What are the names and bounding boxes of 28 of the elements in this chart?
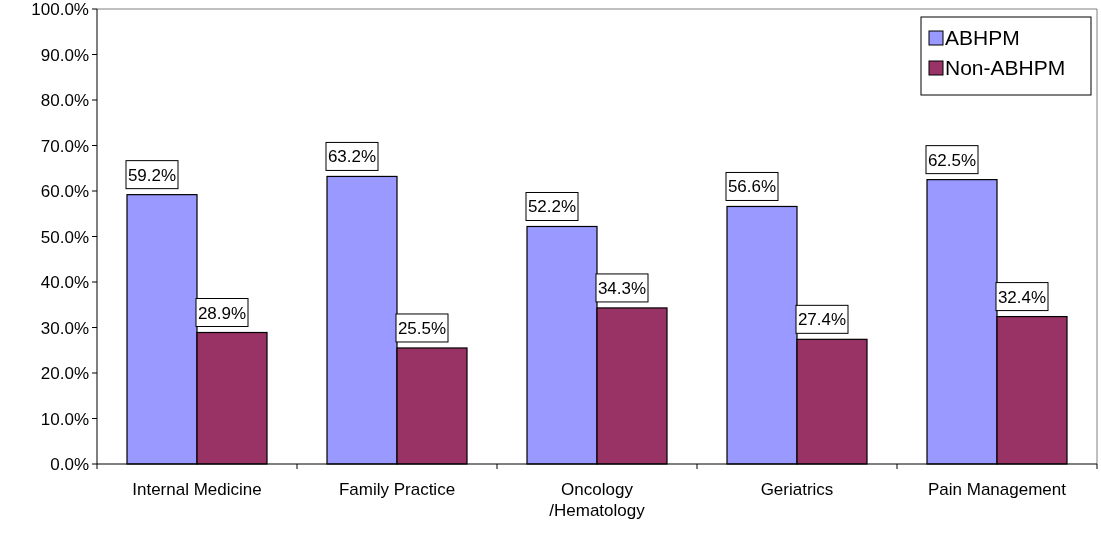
y-tick-label: 10.0% <box>40 409 89 429</box>
x-tick-label: Internal Medicine <box>132 480 262 499</box>
x-tick-label: Oncology /Hematology <box>549 480 646 520</box>
data-label: 32.4% <box>997 287 1047 307</box>
data-label: 27.4% <box>797 310 847 330</box>
y-tick-label: 70.0% <box>40 136 89 156</box>
data-label: 52.2% <box>527 197 577 217</box>
y-tick-label: 40.0% <box>40 273 89 292</box>
data-label: 62.5% <box>927 150 977 170</box>
y-tick-label: 80.0% <box>40 91 89 110</box>
y-tick-label: 50.0% <box>40 227 89 247</box>
x-tick-label: Geriatrics <box>760 480 834 499</box>
y-tick-label: 100.0% <box>31 0 89 19</box>
data-label: 25.5% <box>397 318 447 338</box>
x-tick-label: Pain Management <box>928 480 1067 499</box>
data-label: 28.9% <box>197 303 247 323</box>
x-tick-label: Family Practice <box>338 480 456 499</box>
y-tick-label: 30.0% <box>40 318 89 338</box>
y-tick-label: 60.0% <box>40 182 89 201</box>
y-tick-label: 90.0% <box>40 45 89 65</box>
y-tick-label: 0.0% <box>50 455 89 474</box>
data-label: 59.2% <box>127 165 177 185</box>
legend-label: Non-ABHPM <box>945 56 1066 79</box>
data-label: 63.2% <box>327 147 377 167</box>
legend-label: ABHPM <box>945 26 1020 49</box>
y-tick-label: 20.0% <box>40 364 89 383</box>
data-label: 34.3% <box>597 278 647 298</box>
data-label: 56.6% <box>727 177 777 197</box>
